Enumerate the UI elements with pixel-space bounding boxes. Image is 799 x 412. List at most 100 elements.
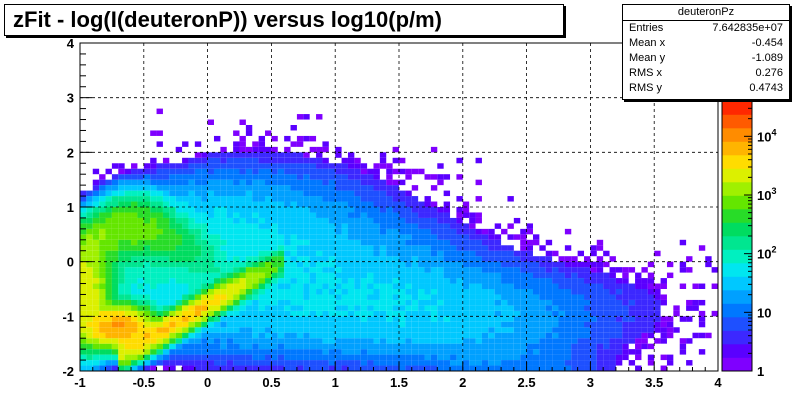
- heatmap-cell: [609, 349, 616, 355]
- heatmap-cell: [99, 239, 106, 246]
- heatmap-cell: [182, 168, 189, 175]
- heatmap-cell: [258, 267, 266, 273]
- heatmap-cell: [316, 185, 323, 191]
- heatmap-cell: [392, 190, 399, 197]
- heatmap-cell: [80, 228, 87, 235]
- heatmap-cell: [86, 196, 93, 202]
- heatmap-cell: [296, 239, 304, 246]
- heatmap-cell: [111, 349, 119, 355]
- heatmap-cell: [86, 294, 93, 300]
- heatmap-cell: [520, 289, 527, 295]
- heatmap-cell: [233, 310, 240, 317]
- heatmap-cell: [137, 310, 144, 317]
- heatmap-cell: [411, 332, 419, 339]
- heatmap-cell: [520, 305, 527, 311]
- heatmap-cell: [233, 261, 240, 268]
- heatmap-cell: [124, 289, 132, 295]
- heatmap-cell: [386, 310, 393, 317]
- heatmap-cell: [118, 234, 125, 240]
- heatmap-cell: [201, 223, 208, 229]
- heatmap-cell: [303, 185, 310, 191]
- heatmap-cell: [386, 168, 393, 175]
- heatmap-cell: [341, 267, 348, 273]
- heatmap-cell: [207, 332, 214, 339]
- heatmap-cell: [226, 321, 234, 328]
- heatmap-cell: [252, 338, 259, 344]
- heatmap-cell: [379, 283, 387, 289]
- heatmap-cell: [131, 365, 138, 371]
- heatmap-cell: [347, 321, 355, 328]
- heatmap-cell: [245, 261, 253, 268]
- heatmap-cell: [347, 207, 355, 213]
- heatmap-cell: [124, 365, 132, 371]
- heatmap-cell: [328, 190, 336, 197]
- heatmap-cell: [379, 278, 387, 284]
- heatmap-cell: [92, 234, 100, 240]
- heatmap-cell: [124, 305, 132, 311]
- heatmap-cell: [475, 267, 482, 273]
- heatmap-cell: [360, 163, 368, 169]
- heatmap-cell: [201, 278, 208, 284]
- heatmap-cell: [162, 283, 170, 289]
- heatmap-cell: [175, 234, 183, 240]
- heatmap-cell: [437, 250, 444, 257]
- heatmap-cell: [265, 250, 272, 257]
- heatmap-cell: [182, 228, 189, 235]
- heatmap-cell: [296, 168, 304, 175]
- heatmap-cell: [99, 245, 106, 251]
- heatmap-cell: [290, 289, 297, 295]
- heatmap-cell: [86, 360, 93, 366]
- heatmap-cell: [392, 217, 399, 224]
- heatmap-cell: [577, 267, 585, 273]
- heatmap-cell: [303, 278, 310, 284]
- heatmap-cell: [296, 201, 304, 207]
- heatmap-cell: [290, 223, 297, 229]
- heatmap-cell: [673, 310, 680, 317]
- heatmap-cell: [277, 278, 285, 284]
- heatmap-cell: [405, 174, 412, 180]
- heatmap-cell: [265, 332, 272, 339]
- heatmap-cell: [220, 245, 227, 251]
- heatmap-cell: [182, 250, 189, 257]
- heatmap-cell: [137, 294, 144, 300]
- heatmap-cell: [571, 360, 578, 366]
- heatmap-cell: [475, 289, 482, 295]
- heatmap-cell: [169, 179, 176, 186]
- heatmap-cell: [456, 278, 463, 284]
- heatmap-cell: [290, 294, 297, 300]
- heatmap-cell: [347, 289, 355, 295]
- heatmap-cell: [424, 245, 431, 251]
- heatmap-cell: [239, 278, 246, 284]
- heatmap-cell: [641, 267, 648, 273]
- heatmap-cell: [373, 250, 380, 257]
- heatmap-cell: [456, 228, 463, 235]
- heatmap-cell: [558, 321, 565, 328]
- heatmap-cell: [182, 321, 189, 328]
- y-tick-label: 3: [67, 91, 74, 106]
- heatmap-cell: [226, 316, 234, 322]
- heatmap-cell: [564, 316, 572, 322]
- heatmap-cell: [156, 283, 163, 289]
- heatmap-cell: [213, 168, 221, 175]
- heatmap-cell: [111, 338, 119, 344]
- heatmap-cell: [271, 168, 278, 175]
- heatmap-cell: [481, 354, 489, 361]
- heatmap-cell: [188, 250, 195, 257]
- heatmap-cell: [347, 201, 355, 207]
- heatmap-cell: [201, 267, 208, 273]
- heatmap-cell: [379, 305, 387, 311]
- heatmap-cell: [488, 321, 495, 328]
- heatmap-cell: [201, 321, 208, 328]
- heatmap-cell: [379, 310, 387, 317]
- heatmap-cell: [596, 289, 604, 295]
- heatmap-cell: [341, 168, 348, 175]
- heatmap-cell: [481, 299, 489, 306]
- heatmap-cell: [169, 217, 176, 224]
- heatmap-cell: [175, 343, 183, 350]
- heatmap-cell: [360, 234, 368, 240]
- heatmap-cell: [411, 256, 419, 262]
- heatmap-cell: [86, 228, 93, 235]
- heatmap-cell: [99, 212, 106, 218]
- heatmap-cell: [341, 327, 348, 333]
- heatmap-cell: [207, 190, 214, 197]
